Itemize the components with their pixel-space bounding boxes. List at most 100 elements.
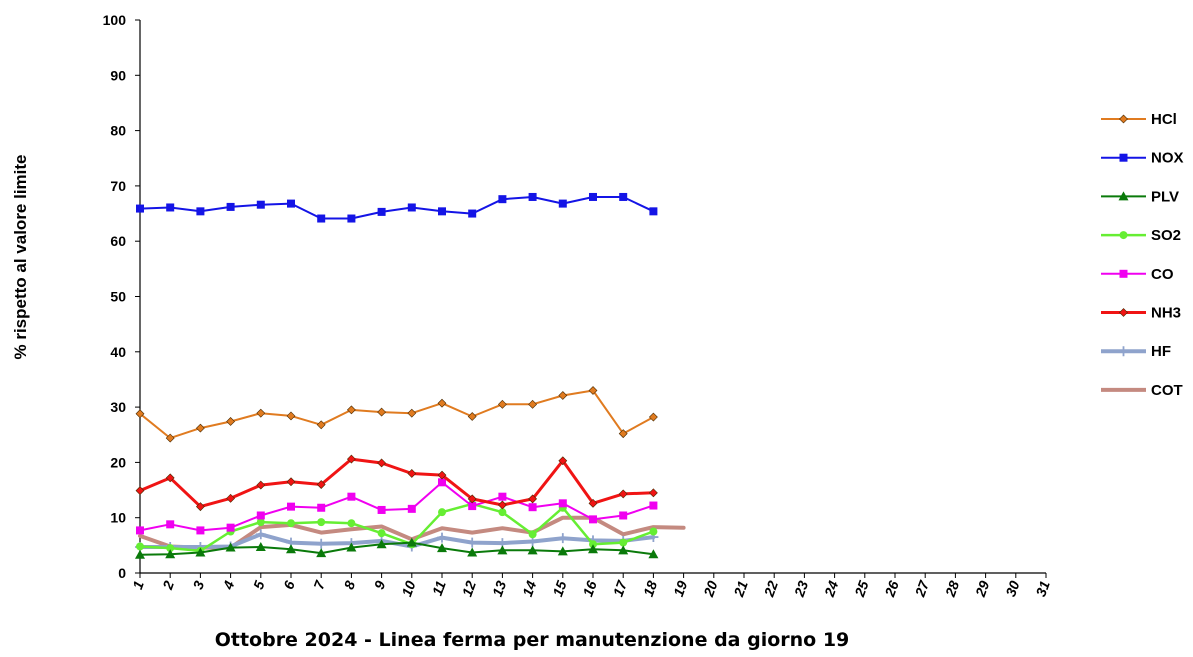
y-tick-label: 100 xyxy=(103,12,127,28)
data-point-co xyxy=(498,492,507,501)
data-point-nox xyxy=(498,195,507,204)
x-tick-label: 12 xyxy=(459,578,479,598)
data-point-co xyxy=(226,523,235,532)
data-point-hf xyxy=(467,537,478,548)
data-point-nox xyxy=(317,214,326,223)
x-tick-label: 11 xyxy=(429,578,449,597)
data-point-nh3 xyxy=(346,454,356,464)
data-point-nh3 xyxy=(165,473,175,483)
x-tick-label: 18 xyxy=(640,578,660,598)
data-point-so2 xyxy=(619,538,628,547)
data-point-hcl xyxy=(256,408,266,418)
data-point-co xyxy=(619,511,628,520)
legend-label-hcl: HCl xyxy=(1151,111,1177,128)
legend-label-hf: HF xyxy=(1151,343,1171,360)
data-point-nh3 xyxy=(407,469,417,478)
x-tick-label: 16 xyxy=(579,578,599,598)
x-tick-label: 3 xyxy=(190,578,208,591)
x-tick-label: 21 xyxy=(730,578,751,599)
data-point-nox xyxy=(589,192,597,201)
data-point-nh3 xyxy=(588,498,598,508)
legend-item-cot: COT xyxy=(1101,382,1183,399)
data-point-hcl xyxy=(437,398,447,408)
data-point-plv xyxy=(376,539,387,549)
data-point-so2 xyxy=(498,508,507,517)
legend: HCl NOX PLV SO2 CO NH3 HF COT xyxy=(1101,111,1184,399)
x-tick-label: 14 xyxy=(519,578,539,598)
x-tick-label: 24 xyxy=(821,578,842,599)
y-axis-label: % rispetto al valore limite xyxy=(11,154,30,359)
data-point-plv xyxy=(316,548,327,558)
legend-item-so2: SO2 xyxy=(1101,227,1181,244)
y-tick-label: 70 xyxy=(110,178,126,194)
legend-marker-plv xyxy=(1118,191,1129,201)
data-point-co xyxy=(377,505,386,514)
legend-label-nh3: NH3 xyxy=(1151,305,1181,322)
data-point-nox xyxy=(347,214,356,223)
x-tick-label: 22 xyxy=(760,578,781,599)
x-tick-label: 25 xyxy=(851,578,872,599)
legend-marker-nox xyxy=(1119,153,1128,162)
data-point-hcl xyxy=(618,429,628,439)
y-tick-label: 60 xyxy=(110,233,126,249)
data-point-nh3 xyxy=(618,489,628,499)
legend-item-nh3: NH3 xyxy=(1101,305,1181,322)
data-point-hcl xyxy=(165,433,175,443)
data-point-co xyxy=(287,502,295,511)
data-point-co xyxy=(438,478,446,487)
x-tick-label: 28 xyxy=(942,578,963,599)
legend-label-co: CO xyxy=(1151,266,1174,283)
data-point-plv xyxy=(406,537,417,547)
legend-item-plv: PLV xyxy=(1101,188,1179,205)
legend-label-so2: SO2 xyxy=(1151,227,1181,244)
data-point-plv xyxy=(255,542,266,552)
x-tick-label: 5 xyxy=(250,578,268,591)
data-point-nh3 xyxy=(528,494,538,504)
data-point-nh3 xyxy=(648,488,658,498)
legend-item-co: CO xyxy=(1101,266,1174,283)
data-point-so2 xyxy=(377,529,386,538)
data-point-nox xyxy=(619,192,628,201)
data-point-nh3 xyxy=(256,480,266,490)
data-point-nh3 xyxy=(135,486,145,496)
data-point-hcl xyxy=(558,391,568,400)
data-point-nox xyxy=(377,207,386,216)
data-point-nh3 xyxy=(437,470,447,480)
data-point-so2 xyxy=(649,527,658,536)
series-line-co xyxy=(139,481,655,532)
data-point-nh3 xyxy=(467,494,477,504)
series-line-so2 xyxy=(138,502,655,553)
data-point-nox xyxy=(649,207,658,216)
data-point-so2 xyxy=(438,508,446,517)
data-point-hcl xyxy=(648,412,658,422)
data-point-hf xyxy=(255,529,266,540)
series-line-nox xyxy=(139,196,655,220)
data-point-co xyxy=(347,492,356,501)
data-point-hcl xyxy=(226,417,236,426)
data-point-nox xyxy=(166,203,175,212)
data-point-co xyxy=(196,526,205,535)
data-point-co xyxy=(558,499,567,508)
data-point-nh3 xyxy=(286,477,296,487)
data-point-nox xyxy=(407,203,416,212)
legend-marker-co xyxy=(1119,269,1128,278)
data-point-hf xyxy=(316,538,327,549)
data-point-hcl xyxy=(316,420,326,430)
series-hcl xyxy=(135,386,658,443)
data-point-plv xyxy=(225,542,236,552)
data-point-hcl xyxy=(528,399,538,409)
data-point-nox xyxy=(287,199,295,208)
x-tick-label: 6 xyxy=(280,578,298,591)
data-point-nox xyxy=(136,204,144,213)
legend-marker-hcl xyxy=(1119,114,1128,124)
legend-label-cot: COT xyxy=(1151,382,1183,399)
series-plv xyxy=(135,537,659,559)
x-tick-label: 1 xyxy=(129,578,147,591)
y-tick-label: 80 xyxy=(110,123,126,139)
y-tick-label: 10 xyxy=(110,510,126,526)
legend-marker-so2 xyxy=(1119,231,1128,240)
data-point-co xyxy=(528,503,537,512)
y-tick-label: 50 xyxy=(110,289,126,305)
